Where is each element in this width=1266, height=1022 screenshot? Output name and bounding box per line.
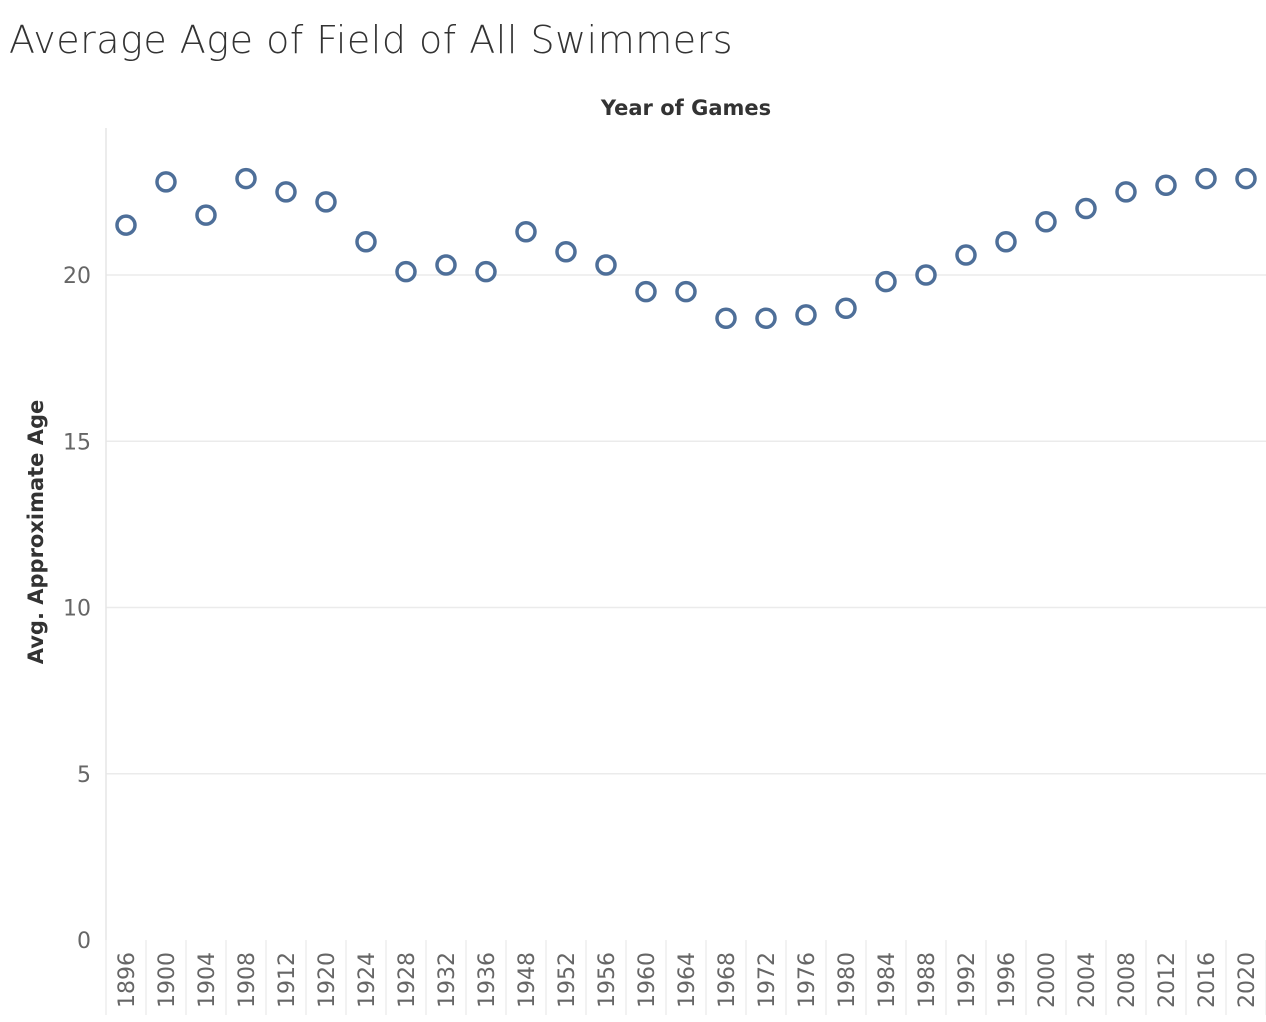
data-point — [235, 167, 257, 190]
data-point — [395, 260, 417, 283]
data-point — [195, 204, 217, 226]
x-tick-label: 1992 — [955, 952, 980, 1008]
data-point — [115, 214, 137, 236]
x-axis-title: Year of Games — [600, 96, 771, 120]
data-point — [795, 304, 817, 326]
y-tick-label: 20 — [63, 264, 91, 289]
data-point — [515, 221, 537, 243]
x-tick-label: 1908 — [235, 952, 260, 1008]
data-point — [915, 264, 937, 286]
x-tick-label: 2008 — [1115, 952, 1140, 1008]
data-point — [1115, 181, 1137, 203]
x-tick-label: 1900 — [155, 952, 180, 1008]
data-point — [1195, 167, 1217, 190]
data-point — [995, 231, 1017, 253]
x-tick-label: 1988 — [915, 952, 940, 1008]
x-tick-label: 2004 — [1075, 952, 1100, 1008]
y-tick-label: 10 — [63, 597, 91, 622]
x-tick-label: 1980 — [835, 952, 860, 1008]
x-tick-label: 1924 — [355, 952, 380, 1008]
x-tick-label: 1976 — [795, 952, 820, 1008]
data-point — [435, 254, 457, 276]
x-tick-label: 2000 — [1035, 952, 1060, 1008]
gridlines — [106, 274, 1266, 775]
data-point — [275, 181, 297, 203]
x-tick-label: 2012 — [1155, 952, 1180, 1008]
x-tick-label: 1948 — [515, 952, 540, 1008]
x-tick-label: 1972 — [755, 952, 780, 1008]
x-tick-label: 1904 — [195, 952, 220, 1008]
data-point — [875, 270, 897, 293]
data-point — [155, 171, 177, 193]
y-tick-label: 0 — [77, 929, 91, 954]
x-tick-label: 1912 — [275, 952, 300, 1008]
x-tick-label: 1984 — [875, 952, 900, 1008]
x-tick-label: 1920 — [315, 952, 340, 1008]
x-tick-label: 1960 — [635, 952, 660, 1008]
x-tick-label: 1964 — [675, 952, 700, 1008]
x-tick-label: 1896 — [115, 952, 140, 1008]
data-point — [955, 244, 977, 266]
x-tick-label: 1956 — [595, 952, 620, 1008]
x-tick-label: 1952 — [555, 952, 580, 1008]
x-axis-ticks: 1896 1900 1904 1908 1912 1920 1924 1928 1932 1936… — [115, 952, 1260, 1008]
data-point — [1075, 197, 1097, 220]
y-axis-ticks: 0 5 10 15 20 — [63, 264, 91, 954]
data-point — [475, 260, 497, 283]
y-tick-label: 5 — [77, 763, 91, 788]
x-tick-label: 1996 — [995, 952, 1020, 1008]
data-point — [755, 307, 777, 329]
data-point — [635, 280, 657, 303]
x-tick-label: 1936 — [475, 952, 500, 1008]
axes — [105, 128, 1266, 1015]
y-axis-title: Avg. Approximate Age — [24, 400, 48, 665]
data-point — [835, 297, 857, 319]
data-point — [355, 231, 377, 253]
data-point — [715, 307, 737, 329]
chart-title: Average Age of Field of All Swimmers — [9, 18, 734, 62]
data-point — [555, 240, 577, 263]
x-tick-label: 2020 — [1235, 952, 1260, 1008]
data-point — [595, 254, 617, 276]
x-tick-label: 2016 — [1195, 952, 1220, 1008]
x-tick-label: 1932 — [435, 952, 460, 1008]
data-points — [115, 167, 1257, 329]
data-point — [1155, 174, 1177, 196]
x-tick-label: 1928 — [395, 952, 420, 1008]
y-tick-label: 15 — [63, 430, 91, 455]
data-point — [1035, 211, 1057, 233]
data-point — [315, 191, 337, 213]
data-point — [675, 280, 697, 303]
x-tick-label: 1968 — [715, 952, 740, 1008]
data-point — [1235, 167, 1257, 190]
